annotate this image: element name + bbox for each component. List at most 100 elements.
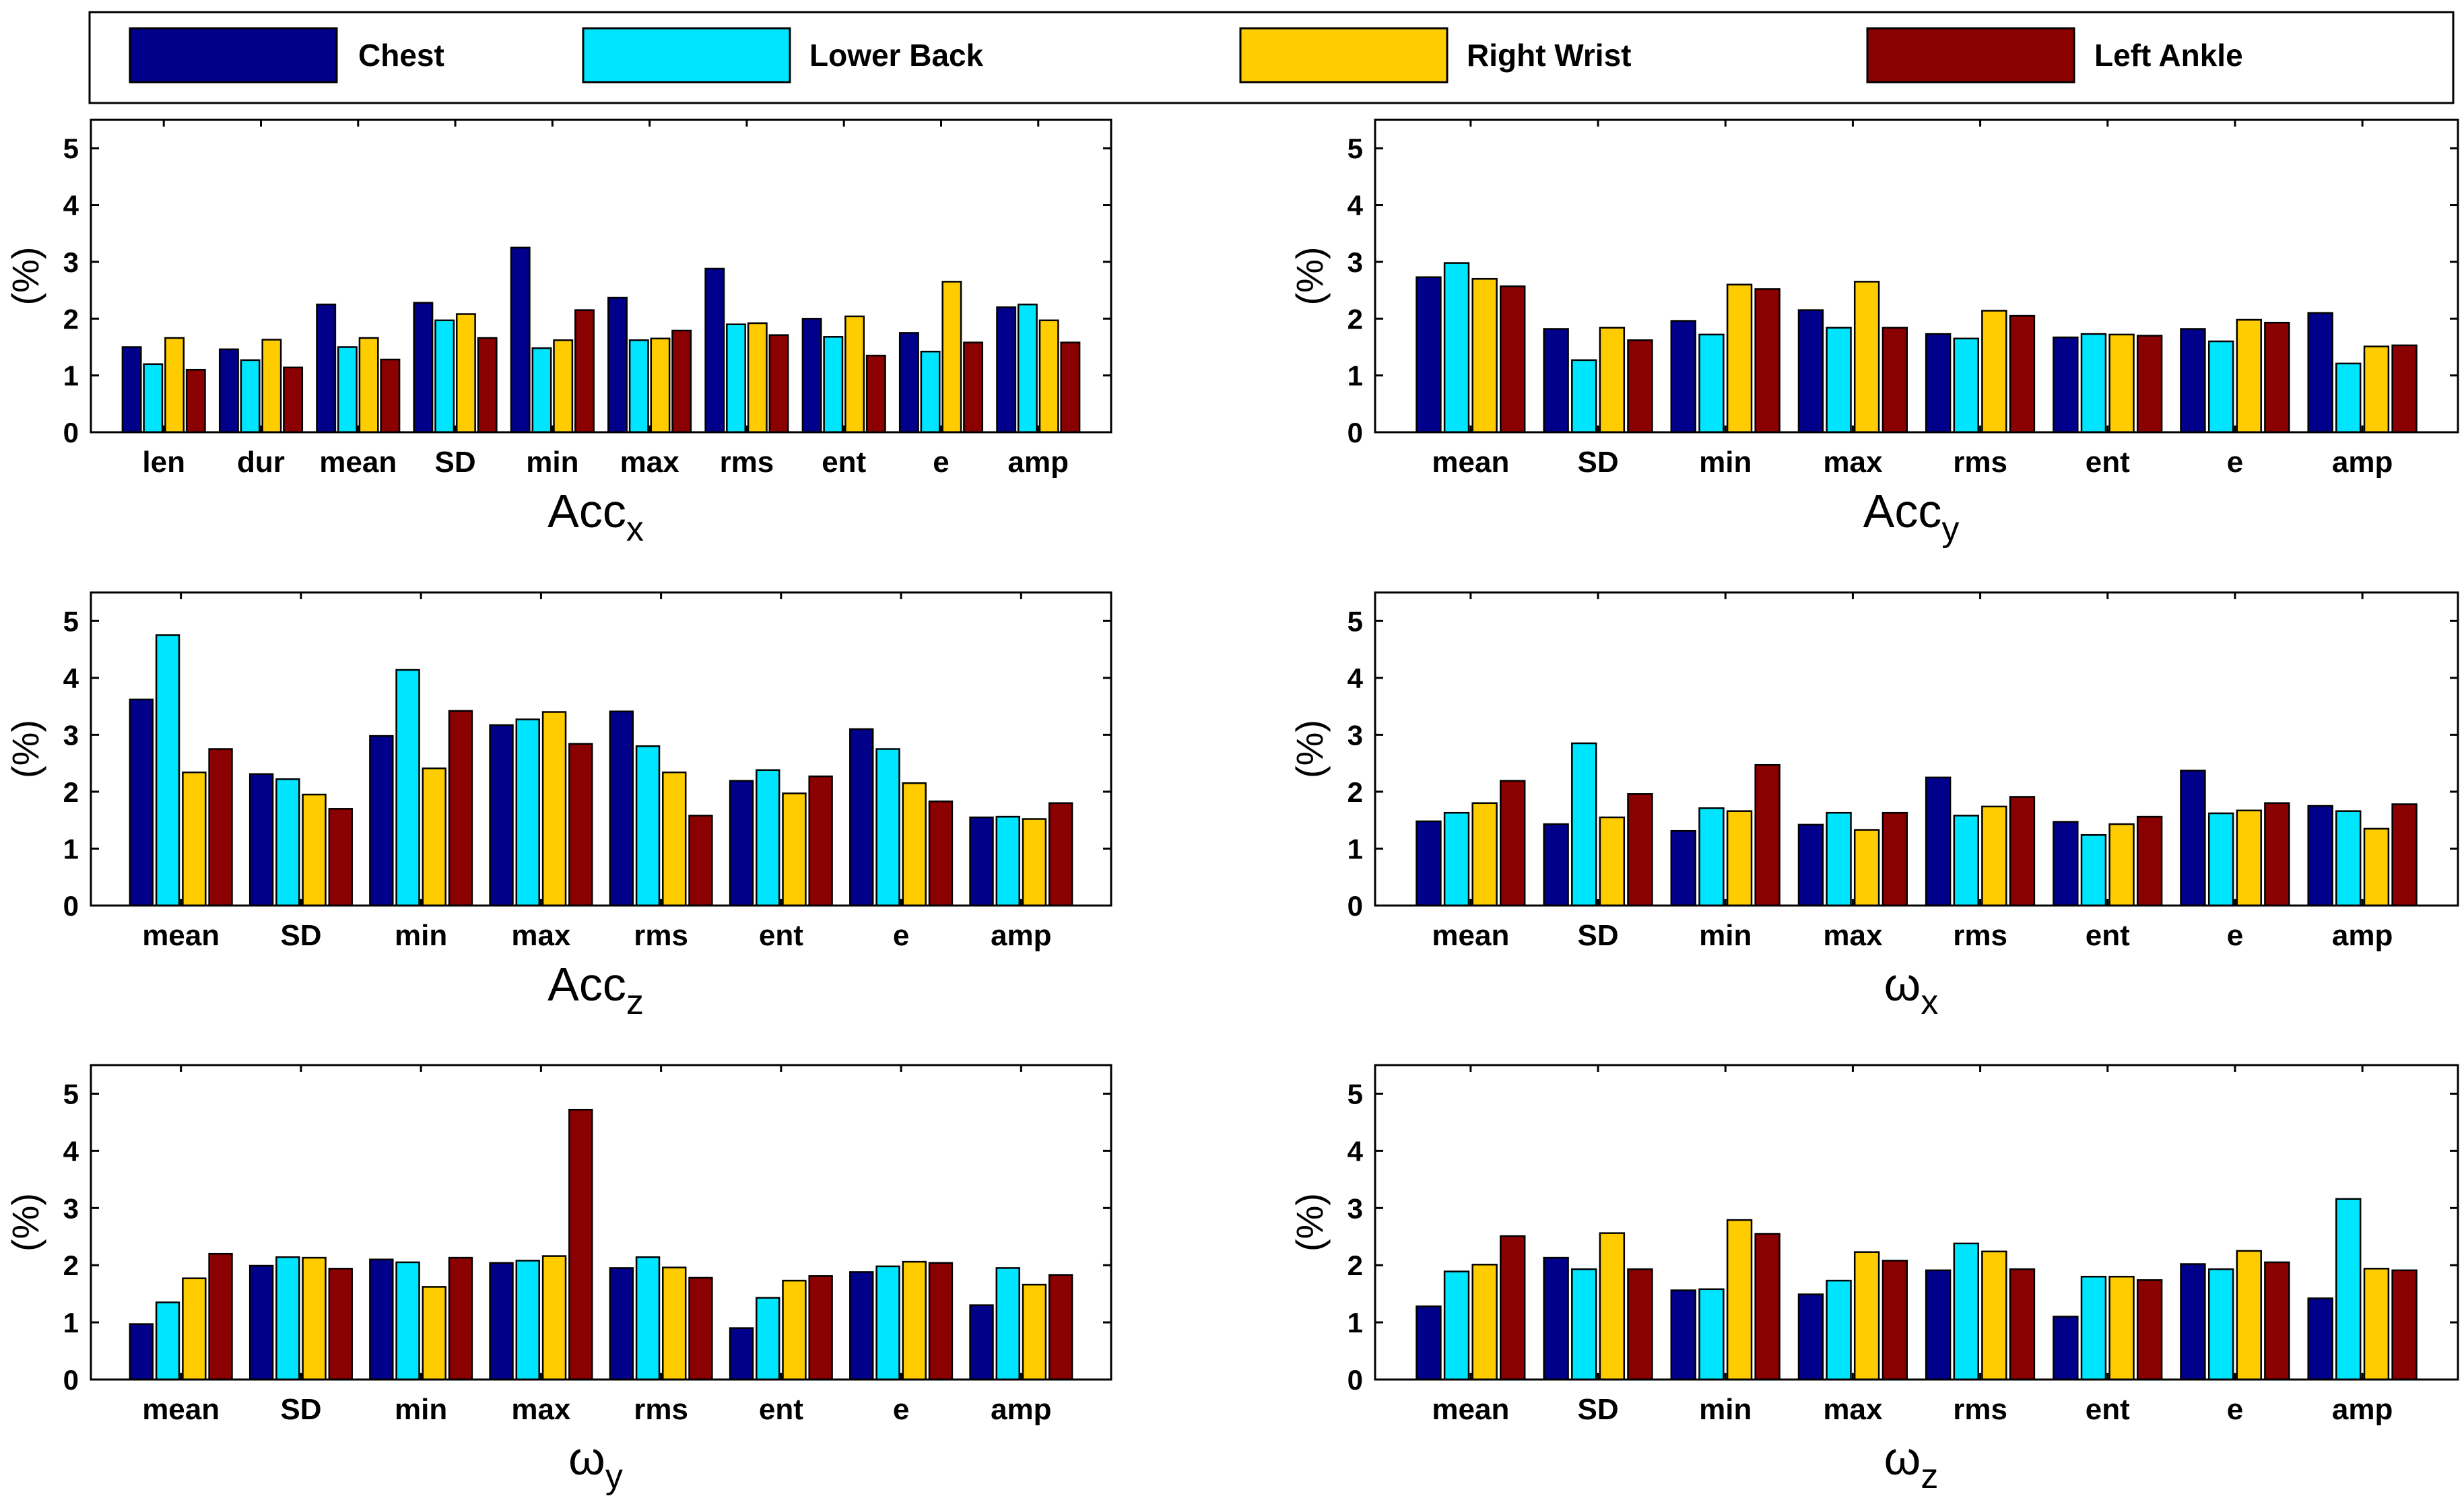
- bar-right-wrist-e: [2236, 809, 2262, 907]
- y-axis-label: (%): [4, 720, 46, 778]
- bar-left-ankle-mean: [380, 358, 401, 434]
- x-tick-label: rms: [634, 1393, 688, 1426]
- y-tick-label: 5: [1347, 133, 1363, 164]
- x-tick-label: max: [511, 919, 571, 952]
- bar-lower-back-max: [515, 718, 540, 907]
- bar-lower-back-amp: [2335, 810, 2362, 907]
- x-tick-label: rms: [1953, 446, 2007, 479]
- chart-panel-2: mean SD min max rms ent e amp 0 1 2 3 4 5 (%) Accy: [1288, 118, 2459, 549]
- plot-area: [91, 120, 1111, 432]
- chart-panel-3: mean SD min max rms ent e amp 0 1 2 3 4 5 (%) Accz: [4, 591, 1112, 1022]
- bar-left-ankle-amp: [1048, 802, 1073, 907]
- bar-right-wrist-max: [1853, 1251, 1880, 1381]
- bar-left-ankle-min: [574, 309, 595, 434]
- bar-lower-back-min: [395, 1261, 420, 1381]
- bar-right-wrist-mean: [1471, 802, 1498, 907]
- bar-left-ankle-mean: [1500, 780, 1526, 907]
- bar-chest-min: [1670, 1289, 1696, 1381]
- bar-lower-back-SD: [1571, 742, 1597, 907]
- bar-chest-mean: [1416, 820, 1442, 907]
- y-tick-label: 0: [63, 1364, 79, 1396]
- chart-title: Accy: [1863, 485, 1960, 549]
- axes-frame: [1374, 591, 2459, 907]
- bar-chest-min: [1670, 320, 1696, 434]
- x-tick-label: mean: [142, 919, 220, 952]
- bar-right-wrist-min: [1726, 810, 1753, 907]
- bar-chest-max: [1797, 823, 1824, 907]
- bar-right-wrist-max: [541, 1255, 567, 1381]
- legend: Chest Lower Back Right Wrist Left Ankle: [88, 11, 2455, 104]
- plot-area: [1375, 120, 2458, 432]
- y-axis-label: (%): [1288, 720, 1331, 778]
- bar-left-ankle-amp: [1060, 341, 1081, 434]
- legend-swatch: [1239, 27, 1449, 83]
- bar-right-wrist-dur: [261, 339, 282, 434]
- chart-title: ωx: [1884, 958, 1939, 1022]
- legend-label: Right Wrist: [1467, 38, 1631, 73]
- x-tick-label: rms: [634, 919, 688, 952]
- title-subscript: y: [605, 1457, 623, 1496]
- axes-frame: [1374, 118, 2459, 434]
- bar-right-wrist-mean: [1471, 1264, 1498, 1381]
- x-tick-label: min: [395, 1393, 447, 1426]
- bar-chest-e: [2180, 1263, 2206, 1381]
- bar-chest-SD: [248, 773, 274, 907]
- y-tick-label: 1: [1347, 1307, 1363, 1338]
- bar-chest-max: [1797, 1293, 1824, 1381]
- x-tick-label: amp: [2332, 919, 2393, 952]
- legend-item-left-ankle: Left Ankle: [1866, 27, 2243, 83]
- bar-chest-ent: [729, 1327, 754, 1381]
- bar-chest-rms: [1925, 1269, 1952, 1381]
- bar-left-ankle-amp: [1048, 1274, 1073, 1381]
- legend-label: Left Ankle: [2094, 38, 2243, 73]
- bar-chest-amp: [2307, 805, 2333, 907]
- bar-chest-SD: [248, 1264, 274, 1381]
- title-base: Acc: [1863, 485, 1942, 537]
- bar-right-wrist-rms: [1981, 1250, 2007, 1381]
- bar-chest-ent: [2053, 821, 2079, 907]
- bar-right-wrist-max: [541, 711, 567, 907]
- legend-item-right-wrist: Right Wrist: [1239, 27, 1631, 83]
- bar-left-ankle-e: [963, 341, 984, 434]
- bar-left-ankle-e: [2264, 802, 2290, 907]
- title-base: Acc: [547, 958, 626, 1011]
- x-tick-label: max: [1823, 1393, 1883, 1426]
- bar-lower-back-rms: [726, 323, 746, 434]
- y-tick-label: 4: [63, 1135, 79, 1167]
- bar-lower-back-rms: [1953, 337, 1979, 434]
- bar-left-ankle-min: [448, 710, 473, 907]
- bar-lower-back-SD: [1571, 359, 1597, 434]
- bar-chest-amp: [996, 306, 1017, 434]
- bar-lower-back-min: [395, 669, 420, 907]
- bar-right-wrist-amp: [1022, 1283, 1047, 1381]
- bar-lower-back-max: [1826, 327, 1852, 434]
- y-tick-label: 5: [63, 1078, 79, 1110]
- x-tick-label: amp: [2332, 1393, 2393, 1426]
- bar-chest-min: [1670, 829, 1696, 907]
- bar-chest-ent: [801, 318, 822, 434]
- bar-right-wrist-amp: [1038, 319, 1059, 434]
- title-base: ω: [1884, 1432, 1921, 1485]
- x-tick-label: min: [526, 446, 578, 479]
- bar-right-wrist-ent: [2108, 333, 2135, 434]
- legend-item-chest: Chest: [129, 27, 444, 83]
- y-tick-label: 5: [1347, 1078, 1363, 1110]
- bar-chest-e: [898, 332, 919, 434]
- bar-left-ankle-dur: [283, 366, 304, 434]
- bar-lower-back-ent: [756, 1297, 780, 1381]
- bar-left-ankle-len: [185, 368, 206, 434]
- bar-right-wrist-e: [941, 281, 962, 434]
- x-tick-label: e: [893, 1393, 909, 1426]
- plot-area: [1375, 592, 2458, 906]
- y-tick-label: 5: [63, 605, 79, 637]
- bar-chest-SD: [413, 302, 434, 434]
- legend-item-lower-back: Lower Back: [582, 27, 984, 83]
- bar-right-wrist-e: [2236, 318, 2262, 434]
- title-base: Acc: [547, 485, 626, 537]
- bar-chest-amp: [2307, 312, 2333, 434]
- x-tick-label: rms: [1953, 1393, 2007, 1426]
- x-tick-label: e: [2227, 446, 2243, 479]
- legend-swatch: [129, 27, 338, 83]
- legend-swatch: [582, 27, 791, 83]
- y-tick-label: 3: [1347, 246, 1363, 278]
